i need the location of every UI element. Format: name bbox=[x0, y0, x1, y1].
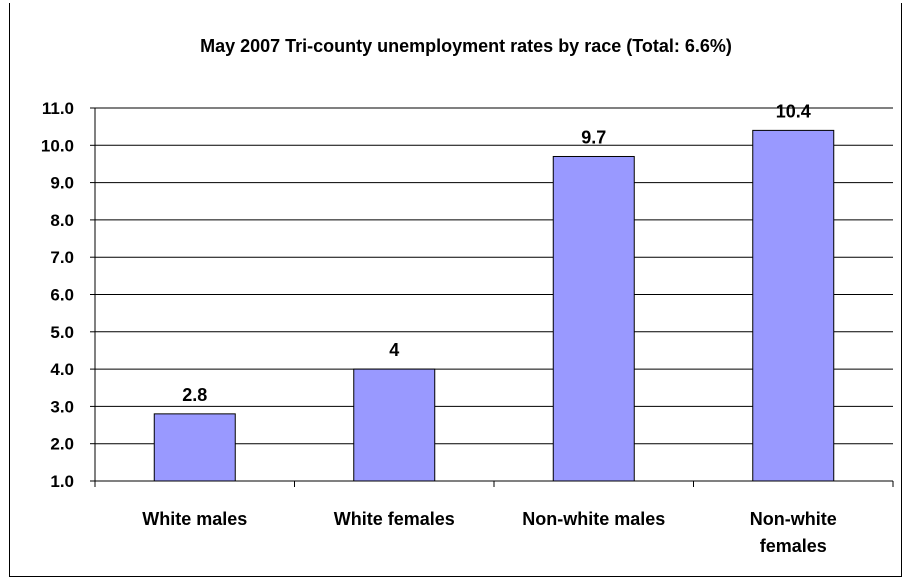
y-tick-label: 1.0 bbox=[50, 472, 74, 491]
y-tick-label: 11.0 bbox=[42, 99, 74, 118]
data-label: 9.7 bbox=[581, 127, 606, 147]
x-tick-label: Non-white bbox=[750, 509, 837, 529]
data-label: 4 bbox=[389, 340, 399, 360]
y-tick-label: 5.0 bbox=[50, 323, 74, 342]
bar-non-white-males bbox=[552, 155, 635, 482]
data-labels: 2.8 4 9.7 10.4 bbox=[182, 101, 811, 404]
bar-white-males bbox=[153, 413, 236, 482]
y-tick-label: 6.0 bbox=[50, 286, 74, 305]
data-label: 10.4 bbox=[776, 101, 811, 121]
bar-white-females bbox=[353, 368, 436, 482]
y-tick-label: 4.0 bbox=[50, 360, 74, 379]
data-label: 2.8 bbox=[182, 385, 207, 405]
y-tick-label: 3.0 bbox=[50, 397, 74, 416]
x-tick-label: Non-white males bbox=[522, 509, 665, 529]
y-tick-label: 7.0 bbox=[50, 248, 74, 267]
axes: 1.0 2.0 3.0 4.0 5.0 6.0 7.0 8.0 9.0 10.0 11.0 White… bbox=[41, 99, 894, 556]
x-tick-label: White males bbox=[142, 509, 247, 529]
y-tick-label: 10.0 bbox=[41, 136, 74, 155]
x-tick-label: White females bbox=[334, 509, 455, 529]
y-tick-label: 2.0 bbox=[50, 435, 74, 454]
bar-non-white-females bbox=[752, 129, 835, 482]
bars bbox=[153, 129, 835, 482]
y-tick-label: 9.0 bbox=[50, 174, 74, 193]
y-tick-label: 8.0 bbox=[50, 211, 74, 230]
chart-title: May 2007 Tri-county unemployment rates b… bbox=[200, 36, 732, 56]
x-tick-label: females bbox=[760, 536, 827, 556]
